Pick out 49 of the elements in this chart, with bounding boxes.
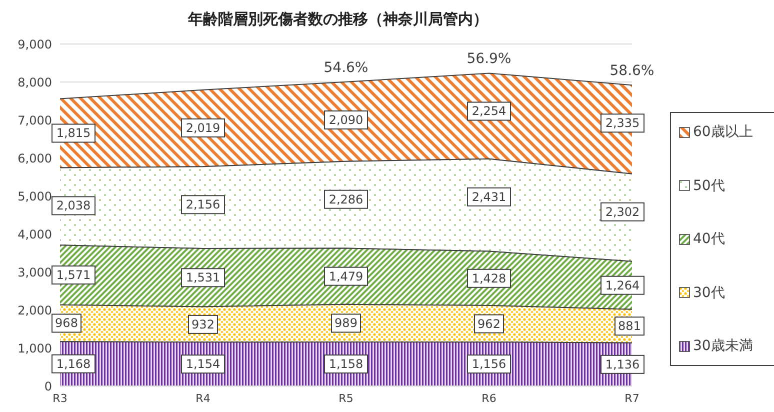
data-label: 2,038 [56, 198, 91, 213]
y-tick-label: 6,000 [18, 151, 52, 166]
data-label: 2,335 [605, 116, 640, 130]
y-tick-label: 5,000 [18, 189, 52, 204]
y-tick-label: 1,000 [18, 341, 52, 356]
y-tick-label: 0 [44, 379, 52, 394]
data-label: 1,154 [186, 357, 220, 372]
data-label: 2,302 [605, 204, 640, 219]
data-label: 932 [192, 317, 214, 332]
data-label: 1,264 [605, 278, 640, 292]
data-label: 1,428 [472, 271, 506, 286]
data-label: 1,479 [328, 269, 364, 284]
data-label: 1,571 [56, 268, 91, 282]
data-label: 881 [618, 319, 641, 334]
y-tick-label: 9,000 [18, 37, 52, 52]
x-tick-label: R3 [52, 392, 68, 405]
legend-label: 30歳未満 [693, 337, 753, 355]
data-label: 962 [478, 316, 500, 331]
annotation: 54.6% [324, 60, 368, 76]
legend-label: 40代 [693, 230, 725, 248]
y-tick-label: 2,000 [18, 303, 52, 318]
x-tick-label: R7 [624, 392, 640, 405]
y-tick-label: 8,000 [18, 75, 52, 90]
chart-title: 年齢階層別死傷者数の推移（神奈川局管内） [188, 10, 488, 29]
y-tick-label: 3,000 [18, 265, 52, 280]
y-tick-label: 4,000 [18, 227, 52, 242]
data-label: 1,168 [56, 356, 91, 371]
data-label: 968 [55, 316, 78, 330]
data-label: 1,158 [328, 357, 364, 371]
x-tick-label: R4 [196, 392, 210, 405]
x-tick-label: R5 [338, 392, 354, 405]
data-label: 2,019 [186, 120, 220, 135]
legend-label: 50代 [693, 176, 725, 194]
data-label: 2,090 [328, 112, 364, 127]
data-label: 989 [334, 316, 358, 330]
data-label: 1,136 [605, 357, 640, 372]
data-label: 2,286 [328, 192, 364, 206]
legend-label: 60歳以上 [693, 123, 753, 141]
annotation: 58.6% [610, 63, 654, 80]
x-tick-label: R6 [482, 392, 496, 405]
y-tick-label: 7,000 [18, 113, 52, 128]
data-label: 1,156 [472, 357, 506, 372]
legend-label: 30代 [693, 284, 725, 302]
data-label: 2,156 [186, 198, 220, 212]
annotation: 56.9% [466, 51, 512, 68]
data-label: 2,431 [472, 190, 506, 204]
data-label: 1,815 [56, 126, 91, 140]
data-label: 2,254 [472, 104, 506, 118]
data-label: 1,531 [186, 270, 220, 285]
